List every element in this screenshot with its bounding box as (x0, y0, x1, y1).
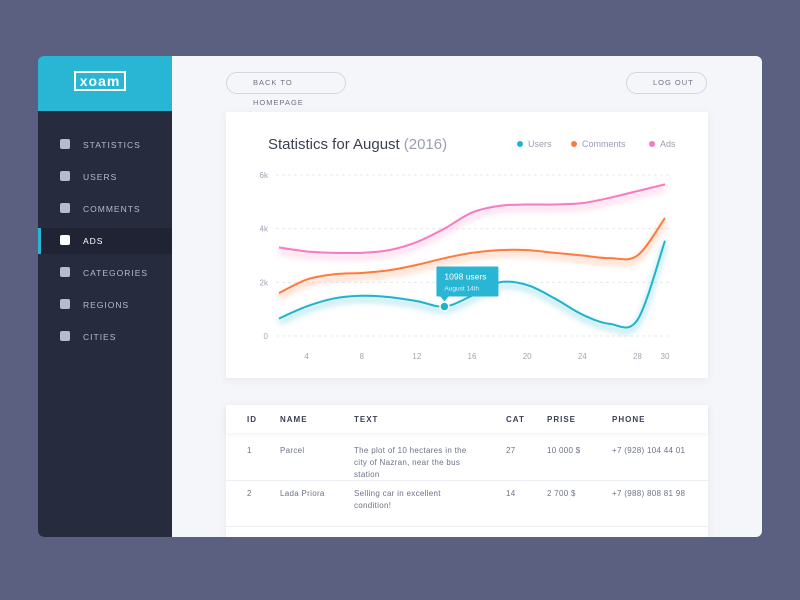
menu-label: STATISTICS (83, 140, 141, 150)
menu-item[interactable]: REGIONS (38, 292, 172, 318)
table-cell: 1 (247, 446, 252, 455)
legend-dot (649, 141, 655, 147)
y-tick-label: 0 (264, 332, 269, 341)
menu-icon (60, 171, 70, 181)
table-heading: CAT (506, 415, 525, 424)
title-year: (2016) (404, 136, 447, 153)
tooltip-box (436, 266, 499, 297)
tooltip-subtext: August 14th (444, 286, 479, 293)
y-tick-label: 2k (260, 278, 269, 287)
logo-area: xoam (38, 56, 172, 111)
table-cell: Parcel (280, 446, 305, 455)
menu-icon (60, 139, 70, 149)
menu-label: COMMENTS (83, 204, 141, 214)
menu-label: CITIES (83, 332, 117, 342)
menu-icon (60, 299, 70, 309)
table-cell: The plot of 10 hectares in the city of N… (354, 446, 467, 479)
series-line (278, 183, 666, 255)
logo[interactable]: xoam (74, 71, 126, 91)
menu-item[interactable]: STATISTICS (38, 132, 172, 158)
legend-label[interactable]: Users (528, 139, 552, 149)
menu-item[interactable]: CITIES (38, 324, 172, 350)
table-cell: Lada Priora (280, 489, 325, 498)
title-text: Statistics for August (268, 136, 401, 153)
x-tick-label: 28 (633, 352, 642, 361)
table-cell: 10 000 $ (547, 446, 581, 455)
legend-dot (517, 141, 523, 147)
table-cell: Selling car in excellent condition! (354, 489, 441, 510)
highlight-point (439, 301, 450, 312)
back-button[interactable]: BACK TO HOMEPAGE (226, 72, 346, 107)
tooltip-text: 1098 users (444, 272, 486, 282)
legend-label[interactable]: Ads (660, 139, 676, 149)
x-tick-label: 4 (304, 352, 309, 361)
y-tick-label: 6k (260, 171, 269, 180)
line-glow (277, 243, 668, 335)
x-tick-label: 16 (468, 352, 477, 361)
row-divider (226, 526, 708, 527)
tooltip-pointer (440, 296, 449, 302)
sidebar: xoam STATISTICS USERS COMMENTS ADS CATEGORIE… (38, 56, 172, 537)
app-window: xoam STATISTICS USERS COMMENTS ADS CATEGORIE… (38, 56, 762, 537)
menu-item[interactable]: USERS (38, 164, 172, 190)
x-tick-label: 20 (523, 352, 532, 361)
x-tick-label: 8 (359, 352, 364, 361)
logout-button[interactable]: LOG OUT (626, 72, 707, 94)
table-cell: 2 700 $ (547, 489, 576, 498)
menu-item[interactable]: COMMENTS (38, 196, 172, 222)
menu-item[interactable]: ADS (38, 228, 172, 254)
menu-icon (60, 203, 70, 213)
menu-icon (60, 331, 70, 341)
menu-icon (60, 235, 70, 245)
table-cell: 2 (247, 489, 252, 498)
table-cell: 14 (506, 489, 516, 498)
menu-label: ADS (83, 236, 104, 246)
table-heading: PRISE (547, 415, 577, 424)
menu-label: USERS (83, 172, 118, 182)
row-divider (226, 480, 708, 481)
table-cell: 27 (506, 446, 516, 455)
x-tick-label: 30 (661, 352, 670, 361)
menu-item[interactable]: CATEGORIES (38, 260, 172, 286)
legend-label[interactable]: Comments (582, 139, 626, 149)
table-heading: TEXT (354, 415, 379, 424)
line-glow (277, 220, 668, 300)
table-heading: NAME (280, 415, 308, 424)
chart: Statistics for August (2016) 0 2k 4k 6k 4 8 12 1… (260, 136, 676, 361)
table-heading: PHONE (612, 415, 646, 424)
y-tick-label: 4k (260, 225, 269, 234)
menu-icon (60, 267, 70, 277)
chart-title: Statistics for August (2016) (268, 136, 447, 153)
x-tick-label: 24 (578, 352, 587, 361)
menu-label: REGIONS (83, 300, 130, 310)
series-line (278, 217, 666, 294)
data-table: ID NAME TEXT CAT PRISE PHONE 1 Parcel The plot o… (226, 405, 708, 537)
table-heading: ID (247, 415, 257, 424)
table-cell: +7 (928) 104 44 01 (612, 446, 686, 455)
menu-label: CATEGORIES (83, 268, 149, 278)
legend-dot (571, 141, 577, 147)
x-tick-label: 12 (412, 352, 421, 361)
line-glow (278, 185, 666, 261)
table-cell: +7 (988) 808 81 98 (612, 489, 686, 498)
